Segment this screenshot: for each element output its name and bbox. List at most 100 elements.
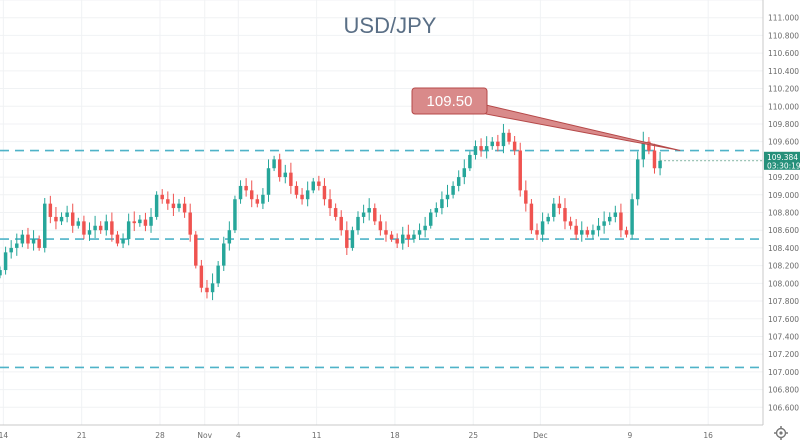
candle xyxy=(283,164,288,184)
candle-body xyxy=(546,216,550,222)
candle xyxy=(110,212,114,242)
candle xyxy=(305,181,310,207)
price-tag-price: 109.384 xyxy=(767,153,798,162)
candle-body xyxy=(484,146,489,151)
candle-body xyxy=(322,185,327,200)
x-tick-label: 21 xyxy=(77,431,87,440)
price-callout[interactable]: 109.50 xyxy=(411,87,681,152)
candle xyxy=(188,203,192,242)
candle xyxy=(619,203,623,238)
candle xyxy=(54,207,58,230)
candle xyxy=(0,266,2,279)
candle xyxy=(557,195,562,215)
candle xyxy=(121,233,125,249)
candle xyxy=(462,159,467,185)
candle xyxy=(540,212,545,242)
candle xyxy=(300,188,304,205)
candle xyxy=(591,224,595,240)
candle-body xyxy=(194,234,198,266)
candle-body xyxy=(479,146,483,151)
y-tick-label: 110.400 xyxy=(768,67,799,76)
candle xyxy=(210,273,215,301)
y-tick-label: 106.600 xyxy=(768,403,799,412)
candle-body xyxy=(311,181,315,191)
y-tick-label: 110.800 xyxy=(768,31,799,40)
candle xyxy=(496,134,500,152)
settings-gear-icon[interactable] xyxy=(774,426,788,440)
candle-body xyxy=(205,287,209,293)
candle xyxy=(126,213,131,246)
candle-body xyxy=(658,160,662,169)
candle xyxy=(138,214,142,227)
candle xyxy=(143,212,148,232)
candle xyxy=(289,162,293,194)
candle-body xyxy=(0,270,2,276)
candle-body xyxy=(110,221,114,235)
candle-body xyxy=(563,208,567,222)
y-tick-label: 107.400 xyxy=(768,332,799,341)
candle-body xyxy=(154,194,159,217)
candle-body xyxy=(423,225,427,231)
candle xyxy=(98,221,103,234)
candle-body xyxy=(244,185,248,191)
candle-body xyxy=(255,199,260,204)
candle-body xyxy=(216,265,220,284)
candle xyxy=(154,191,159,220)
candle-body xyxy=(249,190,254,200)
candle-body xyxy=(289,172,293,186)
candle xyxy=(524,180,528,212)
candle xyxy=(501,123,506,154)
candle xyxy=(512,136,517,156)
candle-body xyxy=(501,132,506,147)
candle xyxy=(445,184,450,208)
candle-body xyxy=(473,146,478,155)
candle-body xyxy=(652,150,657,169)
candle xyxy=(115,231,120,247)
candle-body xyxy=(456,177,461,186)
candle xyxy=(227,221,232,251)
candle-body xyxy=(635,159,640,200)
candle xyxy=(658,151,662,176)
candle-body xyxy=(3,252,8,271)
candle-body xyxy=(535,230,539,235)
candle-body xyxy=(406,234,411,240)
candle xyxy=(451,181,455,199)
x-tick-label: 9 xyxy=(627,431,632,440)
candle xyxy=(428,208,433,229)
candle-body xyxy=(138,219,142,224)
candle xyxy=(630,193,634,240)
candle-body xyxy=(233,199,237,231)
candle xyxy=(70,203,75,233)
y-tick-label: 106.800 xyxy=(768,386,799,395)
candle xyxy=(238,180,243,204)
candle-body xyxy=(283,172,288,178)
candle xyxy=(317,175,321,191)
candle xyxy=(389,231,394,242)
candle-body xyxy=(126,221,131,240)
candle xyxy=(568,216,573,230)
candle xyxy=(3,246,8,275)
candle xyxy=(596,217,601,237)
candle xyxy=(378,214,383,236)
candle-body xyxy=(395,239,399,244)
candle-body xyxy=(602,221,606,226)
candle xyxy=(199,259,204,293)
candle xyxy=(456,170,461,192)
candle xyxy=(277,153,282,182)
candle-body xyxy=(580,230,584,235)
candle-body xyxy=(31,239,36,244)
candle-body xyxy=(641,141,646,160)
candle xyxy=(166,191,170,210)
candle-body xyxy=(490,141,494,147)
candle xyxy=(468,151,472,172)
candle-body xyxy=(356,216,360,231)
callout-box xyxy=(411,87,488,115)
candle-body xyxy=(132,221,136,224)
candle xyxy=(339,210,343,236)
candle-body xyxy=(518,150,522,191)
candle xyxy=(333,203,338,221)
y-tick-label: 107.800 xyxy=(768,297,799,306)
candle xyxy=(272,155,276,172)
candle-body xyxy=(378,221,383,231)
